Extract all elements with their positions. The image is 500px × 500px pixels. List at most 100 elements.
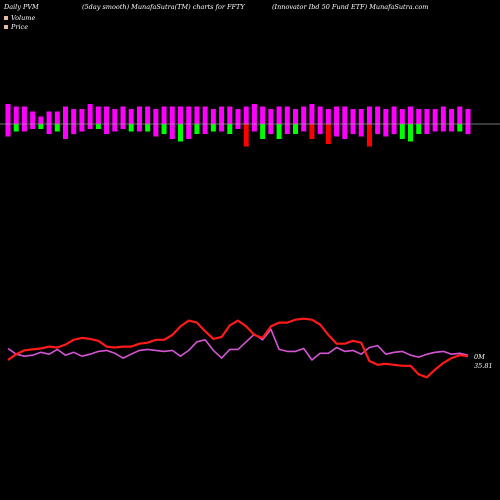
pvm-bar-top [5, 104, 11, 124]
pvm-bar-bottom [276, 124, 282, 139]
pvm-bar-top [120, 106, 126, 124]
pvm-bar-bottom [440, 124, 446, 132]
pvm-bar-bottom [210, 124, 216, 132]
header-right-title: (Innovator Ibd 50 Fund ETF) MunafaSutra.… [272, 3, 429, 11]
pvm-bar-bottom [424, 124, 430, 134]
header-middle-title: (5day smooth) MunafaSutra(TM) charts for… [82, 3, 245, 11]
pvm-bar-bottom [449, 124, 455, 132]
pvm-bar-top [169, 106, 175, 124]
pvm-bar-top [342, 106, 348, 124]
pvm-bar-bottom [63, 124, 68, 139]
pvm-bar-bottom [416, 124, 422, 134]
pvm-bar-bottom [358, 124, 364, 137]
pvm-bar-top [235, 109, 241, 124]
price-line [7, 317, 469, 379]
pvm-bar-top [276, 106, 282, 124]
pvm-bar-bottom [399, 124, 405, 139]
pvm-bar-top [186, 106, 192, 124]
pvm-bar-bottom [21, 124, 27, 132]
legend-price: Price [4, 23, 28, 31]
pvm-bar-top [449, 109, 455, 124]
pvm-bar-top [227, 106, 233, 124]
pvm-bar-top [71, 109, 77, 124]
pvm-bar-bottom [104, 124, 110, 134]
pvm-bar-bottom [54, 124, 60, 132]
pvm-bar-bottom [334, 124, 340, 137]
pvm-bar-bottom [112, 124, 118, 132]
pvm-bar-bottom [153, 124, 159, 137]
pvm-bar-bottom [161, 124, 167, 134]
pvm-bar-top [358, 109, 364, 124]
pvm-bar-bottom [71, 124, 77, 134]
pvm-bar-top [87, 104, 93, 124]
pvm-bars-group [5, 104, 471, 147]
pvm-bar-bottom [219, 124, 225, 132]
pvm-bar-top [21, 106, 27, 124]
pvm-bar-top [38, 116, 44, 124]
pvm-bar-bottom [87, 124, 93, 129]
legend-volume-swatch [4, 16, 8, 20]
pvm-bar-top [284, 106, 290, 124]
pvm-bar-bottom [145, 124, 151, 132]
pvm-bar-bottom [301, 124, 307, 132]
pvm-bar-bottom [227, 124, 233, 134]
pvm-bar-top [366, 106, 372, 124]
pvm-bar-bottom [38, 124, 44, 129]
pvm-bar-bottom [79, 124, 85, 132]
price-end-label: 35.81 [474, 362, 493, 370]
legend-price-label: Price [11, 23, 29, 31]
pvm-bar-bottom [120, 124, 126, 129]
pvm-bar-top [145, 106, 151, 124]
pvm-bar-top [399, 109, 405, 124]
pvm-bar-top [104, 106, 110, 124]
pvm-bar-bottom [30, 124, 36, 129]
pvm-bar-top [293, 109, 298, 124]
pvm-bar-top [46, 111, 52, 124]
pvm-bar-top [54, 111, 60, 124]
pvm-bar-bottom [317, 124, 323, 134]
pvm-bar-top [301, 106, 307, 124]
pvm-bar-top [161, 106, 167, 124]
pvm-bar-top [251, 104, 257, 124]
pvm-bar-top [128, 109, 134, 124]
pvm-bar-bottom [260, 124, 266, 139]
pvm-bar-top [30, 111, 36, 124]
pvm-bar-top [408, 106, 413, 124]
pvm-bar-top [95, 106, 101, 124]
pvm-bar-top [63, 106, 68, 124]
pvm-bar-top [317, 106, 323, 124]
pvm-bar-top [13, 106, 19, 124]
pvm-bar-bottom [235, 124, 241, 129]
legend-price-swatch [4, 25, 8, 29]
pvm-bar-top [457, 106, 463, 124]
pvm-bar-bottom [391, 124, 397, 134]
pvm-bar-top [350, 109, 356, 124]
pvm-bar-bottom [128, 124, 134, 132]
pvm-bar-top [210, 109, 216, 124]
pvm-bar-top [112, 109, 118, 124]
pvm-bar-bottom [186, 124, 192, 139]
pvm-bar-top [268, 109, 274, 124]
legend-volume-label: Volume [11, 14, 36, 22]
pvm-bar-top [465, 109, 471, 124]
pvm-bar-top [178, 106, 183, 124]
pvm-bar-bottom [465, 124, 471, 134]
pvm-bar-bottom [342, 124, 348, 139]
pvm-bar-bottom [46, 124, 52, 134]
pvm-bar-top [153, 109, 159, 124]
pvm-bar-bottom [350, 124, 356, 134]
pvm-bar-top [219, 106, 225, 124]
pvm-bar-bottom [309, 124, 315, 139]
pvm-bar-top [424, 109, 430, 124]
pvm-bar-bottom [284, 124, 290, 134]
pvm-bar-bottom [5, 124, 11, 137]
pvm-bar-top [260, 106, 266, 124]
pvm-bar-bottom [202, 124, 208, 134]
pvm-bar-bottom [13, 124, 19, 132]
pvm-bar-bottom [408, 124, 413, 142]
pvm-bar-top [194, 106, 200, 124]
pvm-bar-bottom [375, 124, 381, 134]
pvm-bar-bottom [432, 124, 438, 132]
pvm-bar-bottom [95, 124, 101, 129]
pvm-bar-top [136, 106, 142, 124]
